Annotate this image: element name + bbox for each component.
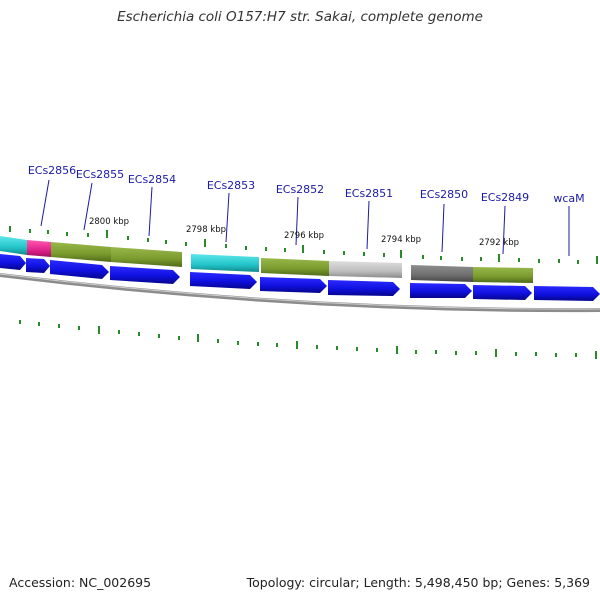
cds-forward-track <box>0 254 600 301</box>
kbp-label: 2794 kbp <box>381 235 421 245</box>
genome-backbone <box>0 273 600 313</box>
gene-label[interactable]: ECs2856 <box>28 164 76 177</box>
cds-arrow[interactable] <box>473 285 532 300</box>
cog-segment[interactable] <box>0 236 27 255</box>
genome-backbone-highlight <box>0 273 600 310</box>
cds-arrow[interactable] <box>190 272 257 289</box>
cds-arrow[interactable] <box>110 266 180 284</box>
cds-arrow[interactable] <box>410 283 472 298</box>
cog-ring <box>0 236 533 283</box>
gene-label[interactable]: ECs2854 <box>128 173 176 186</box>
cog-segment[interactable] <box>51 242 111 262</box>
kbp-label: 2798 kbp <box>186 225 226 235</box>
gene-label[interactable]: ECs2855 <box>76 168 124 181</box>
cog-segment[interactable] <box>191 254 259 272</box>
cds-arrow[interactable] <box>260 277 327 293</box>
cds-arrow[interactable] <box>328 280 400 296</box>
cds-arrow[interactable] <box>50 260 109 279</box>
gene-label[interactable]: wcaM <box>553 192 584 205</box>
gene-label[interactable]: ECs2849 <box>481 191 529 204</box>
gene-labels: ECs2856 ECs2855 ECs2854 ECs2853 ECs2852 … <box>28 164 585 205</box>
gene-label[interactable]: ECs2850 <box>420 188 468 201</box>
kbp-label: 2800 kbp <box>89 217 129 227</box>
gene-label[interactable]: ECs2852 <box>276 183 324 196</box>
cog-segment[interactable] <box>329 261 402 278</box>
map-title: Escherichia coli O157:H7 str. Sakai, com… <box>117 9 483 25</box>
cog-segment[interactable] <box>111 247 182 267</box>
topology-text: Topology: circular; Length: 5,498,450 bp… <box>246 575 590 590</box>
cog-segment[interactable] <box>473 267 533 283</box>
cog-segment[interactable] <box>411 265 473 282</box>
gene-label-leaders <box>40 179 570 256</box>
gene-label[interactable]: ECs2851 <box>345 187 393 200</box>
inner-tick-marks <box>19 320 597 359</box>
cds-arrow[interactable] <box>0 254 26 270</box>
cog-segment[interactable] <box>27 240 51 257</box>
cds-arrow[interactable] <box>26 258 50 273</box>
cog-segment[interactable] <box>261 258 329 276</box>
kbp-label: 2796 kbp <box>284 231 324 241</box>
gene-label[interactable]: ECs2853 <box>207 179 255 192</box>
position-labels: 2800 kbp 2798 kbp 2796 kbp 2794 kbp 2792… <box>89 217 519 248</box>
cds-arrow[interactable] <box>534 286 600 301</box>
accession-text: Accession: NC_002695 <box>9 575 152 590</box>
kbp-label: 2792 kbp <box>479 238 519 248</box>
outer-tick-marks <box>9 226 598 264</box>
